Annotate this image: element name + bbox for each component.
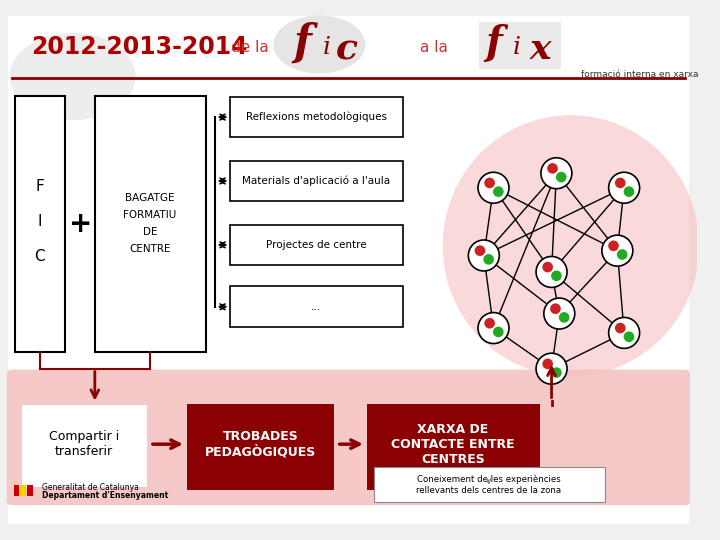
FancyBboxPatch shape [27,485,33,496]
Text: ...: ... [311,302,322,312]
Circle shape [542,359,553,369]
Circle shape [602,235,633,266]
Circle shape [615,323,626,333]
FancyBboxPatch shape [22,406,147,487]
Text: x: x [529,32,551,66]
Circle shape [474,245,485,256]
Text: a la: a la [420,40,447,55]
Ellipse shape [9,33,135,120]
Circle shape [547,163,558,174]
FancyBboxPatch shape [230,225,402,265]
Text: i: i [323,36,331,59]
Text: TROBADES
PEDAGÒGIQUES: TROBADES PEDAGÒGIQUES [204,430,316,458]
Circle shape [493,327,504,338]
Circle shape [483,254,494,265]
Text: formació interna en xarxa: formació interna en xarxa [580,70,698,79]
Circle shape [559,312,570,323]
FancyBboxPatch shape [186,403,334,490]
Circle shape [485,318,495,328]
Text: Coneixement de les experiències
rellevants dels centres de la zona: Coneixement de les experiències rellevan… [416,475,561,495]
FancyBboxPatch shape [479,22,561,69]
FancyBboxPatch shape [230,97,402,138]
FancyBboxPatch shape [230,161,402,201]
Text: XARXA DE
CONTACTE ENTRE
CENTRES: XARXA DE CONTACTE ENTRE CENTRES [391,423,515,465]
FancyBboxPatch shape [366,403,540,490]
Ellipse shape [274,16,365,73]
Text: BAGATGE
FORMATIU
DE
CENTRE: BAGATGE FORMATIU DE CENTRE [123,193,176,254]
FancyBboxPatch shape [14,96,65,352]
Circle shape [468,240,499,271]
Circle shape [617,249,628,260]
Circle shape [485,178,495,188]
Circle shape [556,172,567,183]
Circle shape [608,172,639,203]
Circle shape [544,298,575,329]
Text: Departament d'Ensenyament: Departament d'Ensenyament [42,491,168,500]
FancyBboxPatch shape [375,469,603,501]
Text: de la: de la [231,40,269,55]
Text: 2012-2013-2014: 2012-2013-2014 [31,36,248,59]
Circle shape [536,353,567,384]
Text: Generalitat de Catalunya: Generalitat de Catalunya [42,483,138,492]
Text: +: + [68,210,92,238]
Text: Reflexions metodològiques: Reflexions metodològiques [246,112,387,123]
Text: f: f [293,22,311,64]
Text: i: i [513,36,521,59]
FancyBboxPatch shape [230,286,402,327]
Circle shape [608,318,639,348]
Circle shape [624,332,634,342]
Circle shape [493,186,504,197]
Circle shape [536,256,567,287]
Text: c: c [336,32,357,66]
FancyBboxPatch shape [14,485,19,496]
Text: Projectes de centre: Projectes de centre [266,240,366,250]
Circle shape [550,303,561,314]
Ellipse shape [443,115,699,376]
Text: F

I

C: F I C [35,179,45,264]
Circle shape [624,186,634,197]
FancyBboxPatch shape [8,17,689,523]
FancyBboxPatch shape [6,370,690,505]
Text: f: f [485,24,502,62]
Text: Compartir i
transferir: Compartir i transferir [49,430,120,458]
Circle shape [615,178,626,188]
Circle shape [541,158,572,188]
Circle shape [542,262,553,272]
FancyBboxPatch shape [374,468,605,502]
Circle shape [551,271,562,281]
FancyBboxPatch shape [95,96,206,352]
Circle shape [478,172,509,203]
Text: Materials d'aplicació a l'aula: Materials d'aplicació a l'aula [243,176,390,186]
Circle shape [478,313,509,343]
Circle shape [551,367,562,378]
FancyBboxPatch shape [20,485,26,496]
Circle shape [608,240,618,251]
